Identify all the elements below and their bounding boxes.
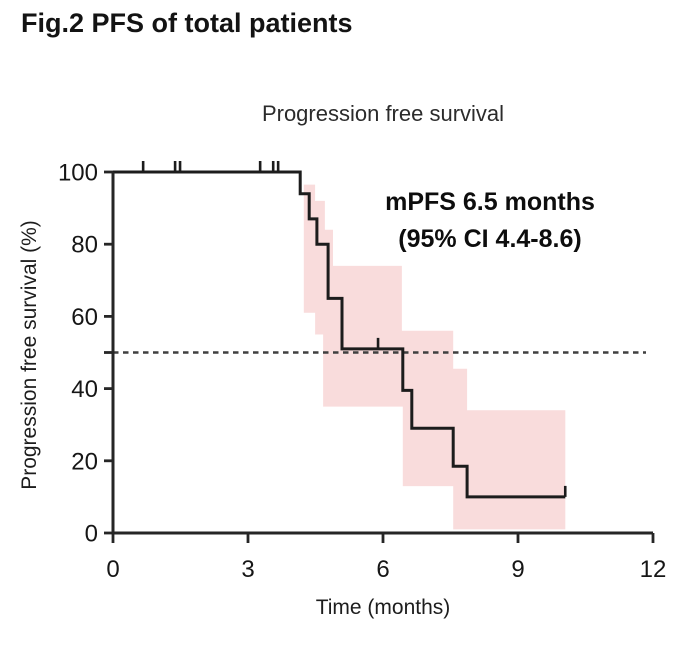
survival-curve <box>113 170 566 499</box>
x-axis-label: Time (months) <box>315 596 451 619</box>
median-annotation: mPFS 6.5 months (95% CI 4.4-8.6) <box>360 184 620 258</box>
censor-marks <box>141 161 567 497</box>
x-tick-label: 6 <box>376 556 389 583</box>
x-tick-label: 0 <box>106 556 119 583</box>
median-annotation-line2: (95% CI 4.4-8.6) <box>398 225 582 253</box>
y-tick-label: 20 <box>71 448 98 475</box>
x-tick-label: 3 <box>241 556 254 583</box>
y-tick-label: 0 <box>85 521 98 548</box>
x-tick-label: 12 <box>640 556 667 583</box>
chart-title: Progression free survival <box>261 101 505 126</box>
y-tick-label: 100 <box>58 160 98 187</box>
figure-title: Fig.2 PFS of total patients <box>21 8 353 38</box>
x-tick-label: 9 <box>511 556 524 583</box>
median-annotation-line1: mPFS 6.5 months <box>385 188 595 216</box>
y-tick-label: 40 <box>71 376 98 403</box>
y-tick-label: 60 <box>71 304 98 331</box>
y-tick-label: 80 <box>71 232 98 259</box>
ci-95-band <box>303 184 566 530</box>
